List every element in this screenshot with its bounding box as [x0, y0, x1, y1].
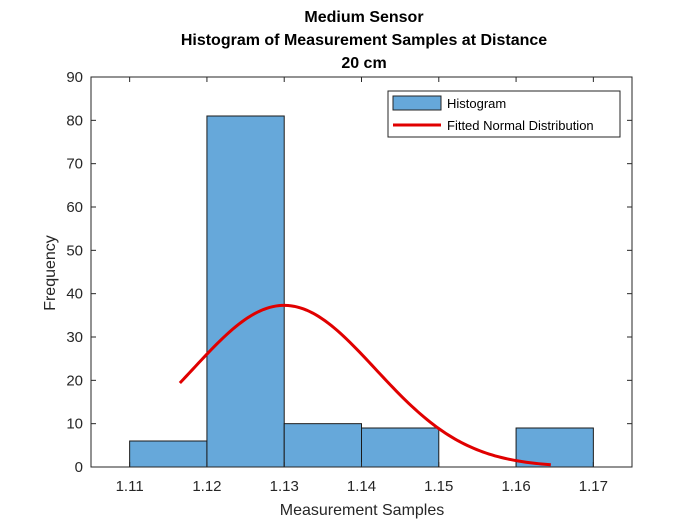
x-tick-label-5: 1.16 [501, 478, 530, 495]
y-tick-label-2: 20 [66, 372, 83, 389]
histogram-bar-3 [362, 428, 439, 467]
legend-fit-label: Fitted Normal Distribution [447, 118, 594, 133]
legend-histogram-swatch [393, 96, 441, 110]
x-axis-label: Measurement Samples [280, 502, 445, 519]
y-axis-label: Frequency [42, 235, 59, 311]
title-line-2: Histogram of Measurement Samples at Dist… [181, 32, 547, 49]
y-tick-label-4: 40 [66, 286, 83, 303]
y-tick-label-6: 60 [66, 199, 83, 216]
x-tick-label-2: 1.13 [270, 478, 299, 495]
y-tick-label-5: 50 [66, 242, 83, 259]
x-tick-label-1: 1.12 [192, 478, 221, 495]
title-line-1: Medium Sensor [304, 9, 423, 26]
histogram-bars [130, 116, 594, 467]
legend-histogram-label: Histogram [447, 96, 506, 111]
x-tick-label-3: 1.14 [347, 478, 376, 495]
x-tick-label-6: 1.17 [579, 478, 608, 495]
x-tick-label-4: 1.15 [424, 478, 453, 495]
histogram-bar-0 [130, 441, 207, 467]
y-tick-label-7: 70 [66, 156, 83, 173]
y-tick-label-9: 90 [66, 69, 83, 86]
y-tick-label-3: 30 [66, 329, 83, 346]
chart-title: Medium Sensor Histogram of Measurement S… [181, 9, 547, 72]
legend: Histogram Fitted Normal Distribution [388, 91, 620, 137]
y-tick-label-8: 80 [66, 112, 83, 129]
histogram-bar-1 [207, 116, 284, 467]
histogram-bar-2 [284, 424, 361, 467]
y-tick-label-1: 10 [66, 416, 83, 433]
title-line-3: 20 cm [341, 55, 386, 72]
y-tick-label-0: 0 [75, 459, 83, 476]
x-tick-label-0: 1.11 [116, 478, 144, 495]
